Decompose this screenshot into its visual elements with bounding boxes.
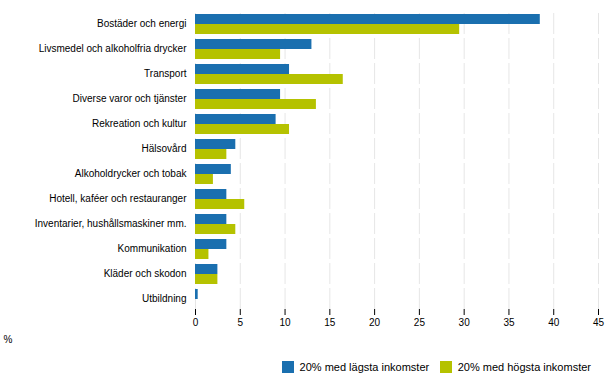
svg-text:15: 15	[324, 317, 336, 328]
html-text:20% med lägsta inkomster: 20% med lägsta inkomster	[299, 360, 430, 373]
svg-text:%: %	[4, 334, 13, 345]
svg-text:0: 0	[193, 317, 199, 328]
svg-text:Inventarier, hushållsmaskiner: Inventarier, hushållsmaskiner mm.	[35, 218, 187, 229]
svg-text:25: 25	[414, 317, 426, 328]
html-text:20% med högsta inkomster: 20% med högsta inkomster	[457, 360, 591, 373]
svg-text:20: 20	[369, 317, 381, 328]
svg-text:5: 5	[237, 317, 243, 328]
svg-text:45: 45	[593, 317, 605, 328]
svg-text:10: 10	[279, 317, 291, 328]
svg-text:Bostäder och energi: Bostäder och energi	[97, 18, 187, 29]
svg-text:Kläder och skodon: Kläder och skodon	[104, 268, 187, 279]
svg-text:40: 40	[548, 317, 560, 328]
svg-text:Livsmedel och alkoholfria dryc: Livsmedel och alkoholfria drycker	[39, 43, 188, 54]
svg-text:Kommunikation: Kommunikation	[118, 243, 187, 254]
svg-text:Transport: Transport	[144, 68, 187, 79]
svg-text:Hälsovård: Hälsovård	[141, 143, 186, 154]
svg-text:Alkoholdrycker och tobak: Alkoholdrycker och tobak	[75, 168, 188, 179]
svg-text:Rekreation och kultur: Rekreation och kultur	[92, 118, 187, 129]
svg-text:35: 35	[503, 317, 515, 328]
svg-text:Hotell, kaféer och restaurange: Hotell, kaféer och restauranger	[49, 193, 187, 204]
svg-text:Diverse varor och tjänster: Diverse varor och tjänster	[73, 93, 188, 104]
svg-text:30: 30	[459, 317, 471, 328]
svg-text:Utbildning: Utbildning	[142, 293, 186, 304]
